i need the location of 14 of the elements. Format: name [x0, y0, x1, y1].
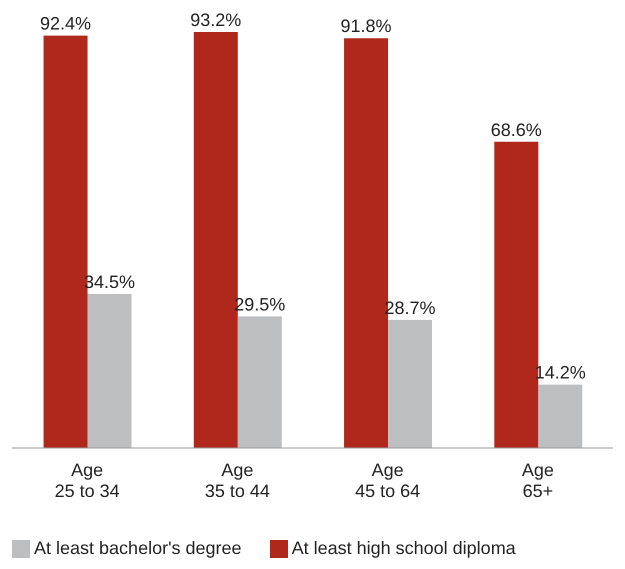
- x-tick-label: Age 65+: [522, 460, 554, 501]
- legend-label: At least high school diploma: [292, 538, 516, 558]
- x-tick-label: Age 25 to 34: [54, 460, 120, 501]
- bar: [388, 320, 432, 448]
- x-tick-label: Age 35 to 44: [204, 460, 270, 501]
- bar: [88, 294, 132, 448]
- bar: [238, 316, 282, 448]
- data-label: 92.4%: [40, 14, 92, 34]
- data-label: 93.2%: [190, 10, 242, 30]
- bar: [538, 384, 582, 448]
- data-label: 91.8%: [340, 16, 392, 36]
- data-label: 68.6%: [490, 120, 542, 140]
- legend-label: At least bachelor's degree: [34, 538, 242, 558]
- x-tick-label: Age 45 to 64: [355, 460, 420, 501]
